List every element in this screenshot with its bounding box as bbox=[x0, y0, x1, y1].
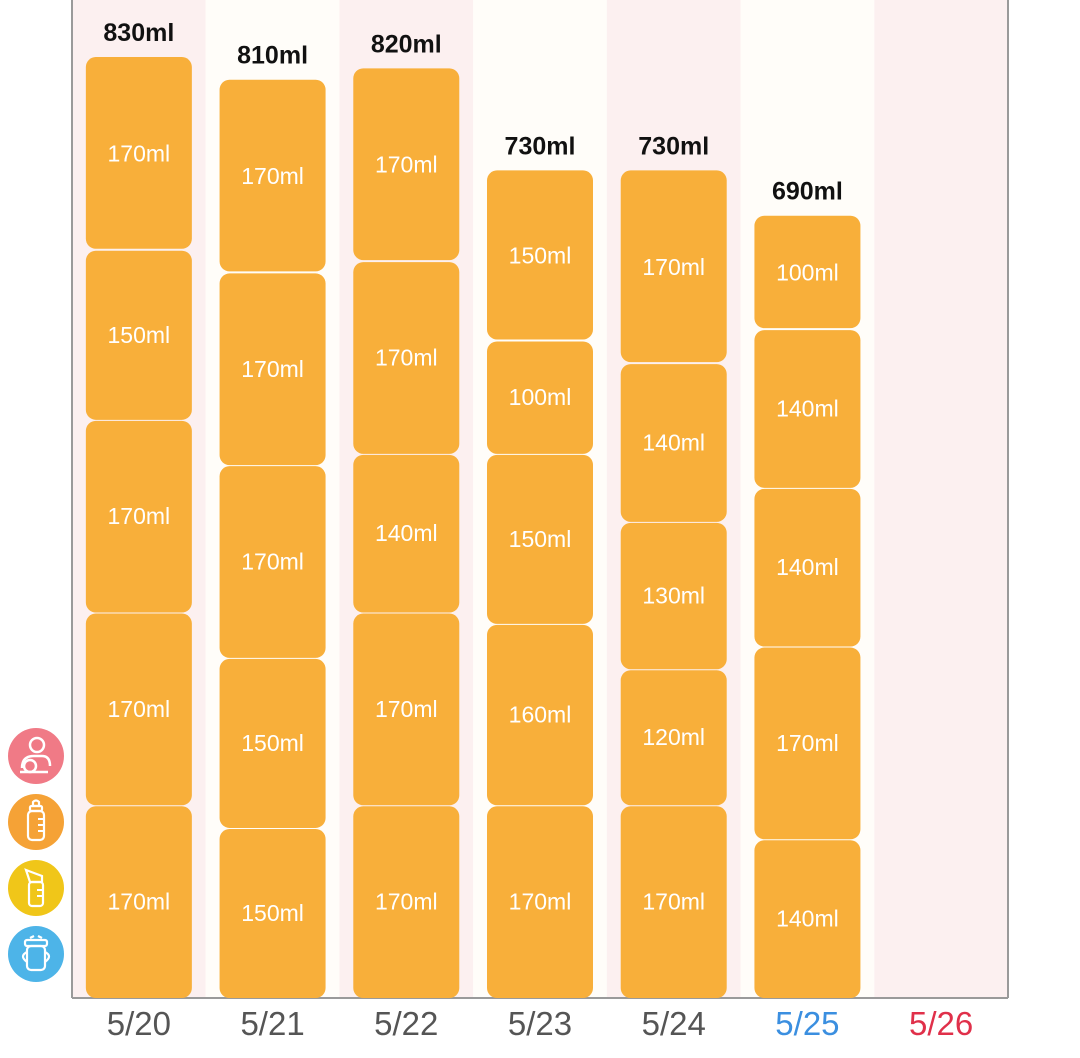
feeding-segment bbox=[620, 806, 727, 998]
segment-label: 170ml bbox=[108, 889, 171, 915]
segment-label: 130ml bbox=[642, 583, 705, 609]
feeding-segment bbox=[487, 341, 593, 454]
feeding-segment bbox=[353, 454, 460, 613]
feeding-segment bbox=[353, 262, 460, 454]
feeding-segment bbox=[754, 647, 861, 840]
segment-label: 170ml bbox=[241, 549, 304, 575]
feeding-segment bbox=[219, 466, 326, 658]
feeding-segment bbox=[85, 420, 192, 613]
segment-label: 170ml bbox=[509, 889, 572, 915]
segment-label: 150ml bbox=[108, 322, 171, 348]
feeding-segment bbox=[85, 57, 192, 249]
feeding-segment bbox=[487, 454, 593, 624]
segment-label: 170ml bbox=[108, 696, 171, 722]
segment-label: 100ml bbox=[776, 259, 839, 285]
segment-label: 140ml bbox=[375, 520, 438, 546]
segment-label: 170ml bbox=[375, 889, 438, 915]
date-label: 5/26 bbox=[909, 1005, 973, 1042]
segment-label: 150ml bbox=[241, 730, 304, 756]
feeding-segment bbox=[219, 658, 326, 828]
segment-label: 170ml bbox=[241, 356, 304, 382]
segment-label: 140ml bbox=[776, 395, 839, 421]
daily-total-label: 730ml bbox=[638, 132, 709, 160]
date-label: 5/23 bbox=[508, 1005, 572, 1042]
segment-label: 170ml bbox=[375, 696, 438, 722]
segment-label: 120ml bbox=[642, 724, 705, 750]
daily-total-label: 830ml bbox=[103, 19, 174, 47]
date-label: 5/22 bbox=[374, 1005, 438, 1042]
feeding-segment bbox=[754, 330, 861, 488]
daily-total-label: 810ml bbox=[237, 42, 308, 70]
segment-label: 140ml bbox=[776, 554, 839, 580]
daily-total-label: 730ml bbox=[505, 132, 576, 160]
feeding-segment bbox=[219, 79, 326, 272]
feeding-segment bbox=[620, 670, 727, 806]
feeding-segment bbox=[754, 488, 861, 647]
segment-label: 100ml bbox=[509, 384, 572, 410]
segment-label: 170ml bbox=[776, 730, 839, 756]
feeding-segment bbox=[219, 273, 326, 466]
feeding-segment bbox=[487, 624, 593, 806]
feeding-segment bbox=[219, 828, 326, 998]
breast-pump-button[interactable] bbox=[8, 860, 64, 916]
feeding-segment bbox=[620, 522, 727, 670]
feeding-segment bbox=[754, 215, 861, 329]
feeding-segment bbox=[754, 840, 861, 998]
feeding-segment bbox=[620, 170, 727, 363]
feeding-segment bbox=[487, 806, 593, 998]
feeding-segment bbox=[620, 364, 727, 522]
segment-label: 150ml bbox=[509, 526, 572, 552]
segment-label: 170ml bbox=[642, 254, 705, 280]
feeding-segment bbox=[85, 250, 192, 420]
date-label: 5/24 bbox=[642, 1005, 706, 1042]
daily-total-label: 690ml bbox=[772, 178, 843, 206]
date-label: 5/20 bbox=[107, 1005, 171, 1042]
mother-baby-button[interactable] bbox=[8, 728, 64, 784]
feeding-segment bbox=[85, 806, 192, 998]
baby-bottle-icon bbox=[8, 794, 64, 850]
mother-baby-icon bbox=[8, 728, 64, 784]
feeding-segment bbox=[353, 68, 460, 261]
segment-label: 170ml bbox=[642, 889, 705, 915]
date-label: 5/21 bbox=[240, 1005, 304, 1042]
day-column-bg bbox=[874, 0, 1008, 998]
segment-label: 150ml bbox=[241, 900, 304, 926]
segment-label: 170ml bbox=[108, 140, 171, 166]
segment-label: 150ml bbox=[509, 242, 572, 268]
sippy-cup-icon bbox=[8, 926, 64, 982]
side-icon-bar bbox=[8, 728, 68, 992]
breast-pump-icon bbox=[8, 860, 64, 916]
segment-label: 170ml bbox=[375, 344, 438, 370]
date-label: 5/25 bbox=[775, 1005, 839, 1042]
sippy-cup-button[interactable] bbox=[8, 926, 64, 982]
feeding-segment bbox=[353, 613, 460, 806]
feeding-segment bbox=[353, 806, 460, 998]
segment-label: 170ml bbox=[108, 503, 171, 529]
segment-label: 140ml bbox=[776, 906, 839, 932]
segment-label: 170ml bbox=[375, 152, 438, 178]
daily-total-label: 820ml bbox=[371, 30, 442, 58]
segment-label: 170ml bbox=[241, 163, 304, 189]
baby-bottle-button[interactable] bbox=[8, 794, 64, 850]
feeding-segment bbox=[487, 170, 593, 340]
segment-label: 160ml bbox=[509, 702, 572, 728]
segment-label: 140ml bbox=[642, 429, 705, 455]
feeding-segment bbox=[85, 613, 192, 806]
